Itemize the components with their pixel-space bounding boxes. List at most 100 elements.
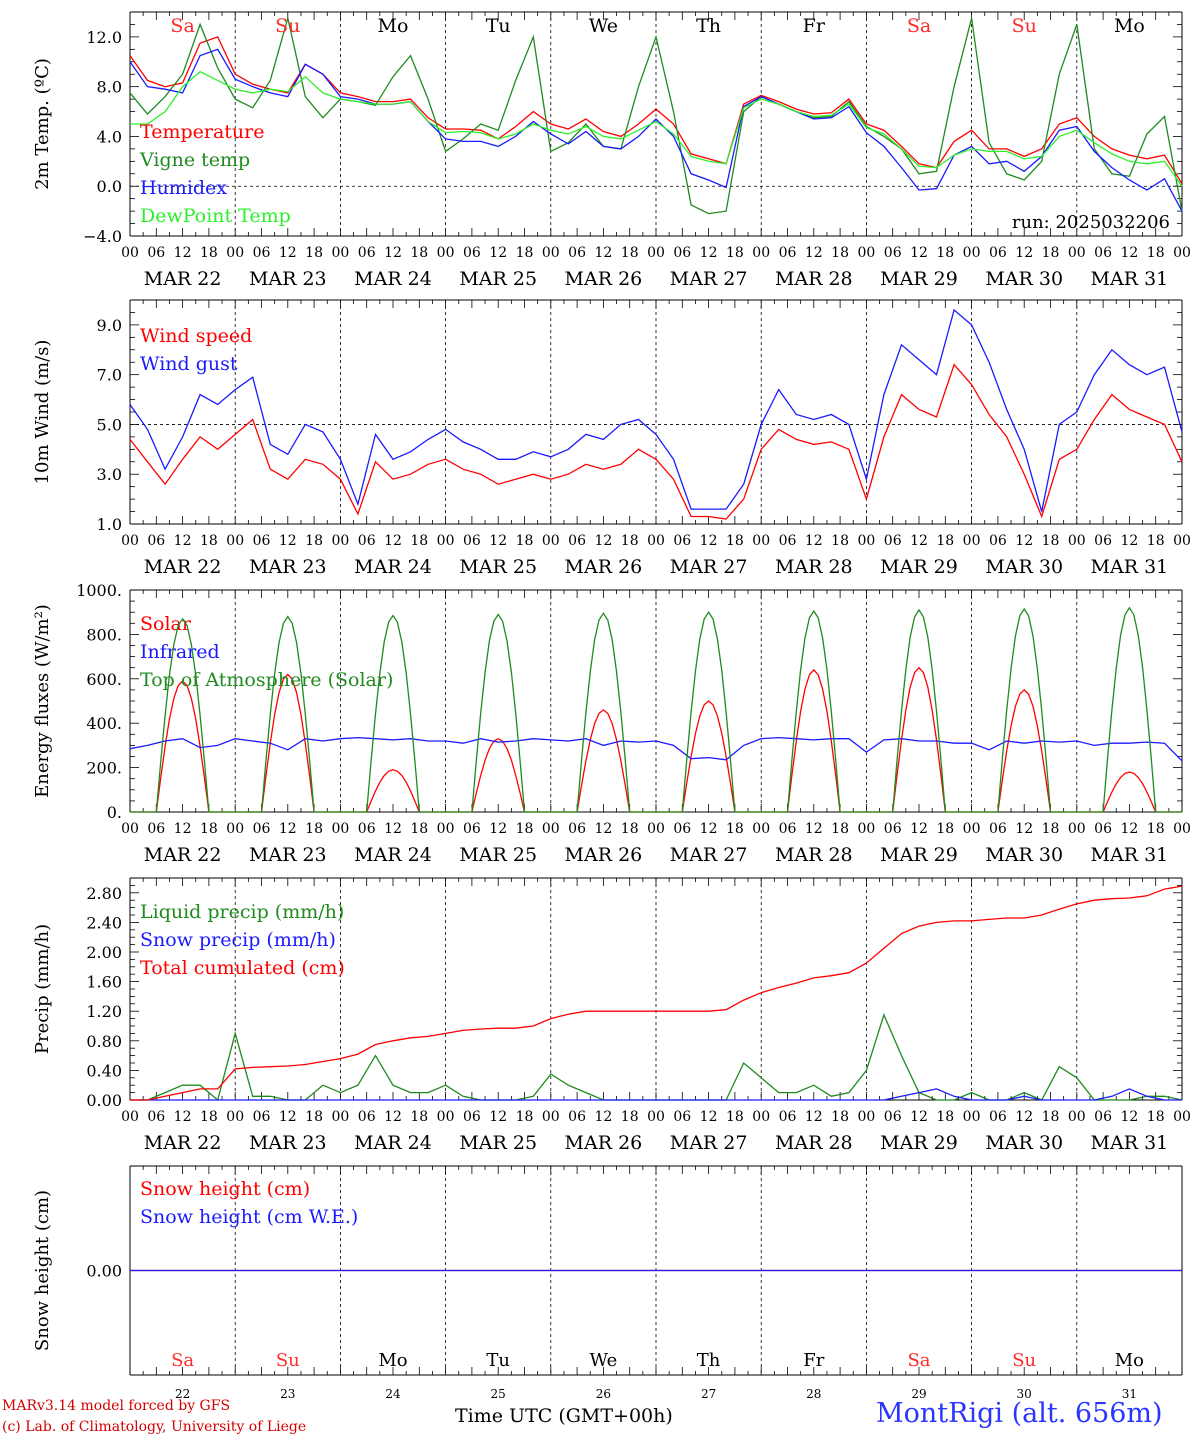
series-line-vigne-temp: [129, 18, 1183, 215]
hour-tick-label: 12: [1015, 1109, 1033, 1125]
date-label: MAR 23: [249, 556, 327, 578]
y-tick-label: 0.80: [86, 1032, 122, 1051]
hour-tick-label: 18: [1147, 1109, 1165, 1125]
date-label: MAR 22: [144, 556, 222, 578]
hour-tick-label: 06: [673, 821, 691, 837]
hour-tick-label: 06: [884, 245, 902, 261]
hour-tick-label: 00: [542, 533, 560, 549]
hour-tick-label: 00: [226, 1109, 244, 1125]
hour-tick-label: 18: [200, 1109, 218, 1125]
date-label: MAR 27: [670, 268, 748, 290]
date-label: MAR 30: [985, 268, 1063, 290]
date-label: MAR 31: [1091, 268, 1169, 290]
weekday-label-bottom: Mo: [378, 1350, 407, 1371]
hour-tick-label: 12: [1120, 821, 1138, 837]
date-label: MAR 30: [985, 1132, 1063, 1154]
y-axis-title: 2m Temp. (ºC): [32, 58, 53, 190]
hour-tick-label: 06: [884, 821, 902, 837]
hour-tick-label: 00: [963, 245, 981, 261]
hour-tick-label: 12: [384, 245, 402, 261]
y-tick-label: 400.: [86, 714, 122, 733]
hour-tick-label: 18: [516, 533, 534, 549]
date-label: MAR 26: [565, 1132, 643, 1154]
hour-tick-label: 00: [857, 245, 875, 261]
y-tick-label: 0.0: [97, 177, 122, 196]
hour-tick-label: 12: [1120, 1109, 1138, 1125]
weekday-label-bottom: Sa: [907, 1350, 930, 1371]
series-line-snow-precip-mm-h: [130, 1088, 1182, 1101]
hour-tick-label: 18: [1042, 533, 1060, 549]
date-label: MAR 29: [880, 1132, 958, 1154]
hour-tick-label: 18: [621, 1109, 639, 1125]
date-label: MAR 24: [354, 1132, 432, 1154]
hour-tick-label: 00: [226, 245, 244, 261]
hour-tick-label: 00: [857, 1109, 875, 1125]
hour-tick-label: 06: [1094, 245, 1112, 261]
y-tick-label: 9.0: [97, 316, 122, 335]
legend-item: Temperature: [140, 121, 264, 143]
series-line-liquid-precip-mm-h: [130, 1013, 1183, 1102]
hour-tick-label: 18: [726, 821, 744, 837]
day-number-label: 30: [1017, 1387, 1032, 1401]
series-line-infrared: [129, 736, 1183, 762]
date-label: MAR 30: [985, 844, 1063, 866]
hour-tick-label: 06: [884, 1109, 902, 1125]
legend-item: Total cumulated (cm): [140, 957, 345, 979]
weekday-label-bottom: Su: [1012, 1350, 1036, 1371]
hour-tick-label: 06: [463, 245, 481, 261]
hour-tick-label: 06: [673, 245, 691, 261]
hour-tick-label: 00: [437, 245, 455, 261]
hour-tick-label: 12: [384, 1109, 402, 1125]
date-label: MAR 22: [144, 844, 222, 866]
legend-item: Wind speed: [140, 325, 252, 347]
hour-tick-label: 00: [1068, 1109, 1086, 1125]
date-label: MAR 29: [880, 268, 958, 290]
hour-tick-label: 06: [1094, 1109, 1112, 1125]
hour-tick-label: 18: [726, 1109, 744, 1125]
y-tick-label: 3.0: [97, 465, 122, 484]
hour-tick-label: 00: [752, 821, 770, 837]
date-label: MAR 23: [249, 844, 327, 866]
hour-tick-label: 12: [384, 821, 402, 837]
hour-tick-label: 06: [673, 533, 691, 549]
date-label: MAR 29: [880, 556, 958, 578]
hour-tick-label: 18: [936, 245, 954, 261]
legend-item: Snow height (cm W.E.): [140, 1206, 358, 1228]
hour-tick-label: 00: [857, 533, 875, 549]
weekday-label-bottom: Sa: [171, 1350, 194, 1371]
y-tick-label: 1.0: [97, 515, 122, 534]
y-tick-label: 0.40: [86, 1061, 122, 1080]
date-label: MAR 26: [565, 556, 643, 578]
hour-tick-label: 12: [489, 821, 507, 837]
y-tick-label: 2.80: [86, 884, 122, 903]
hour-tick-label: 06: [358, 821, 376, 837]
y-tick-label: 12.0: [86, 28, 122, 47]
hour-tick-label: 06: [463, 533, 481, 549]
hour-tick-label: 18: [1147, 245, 1165, 261]
y-axis-title: 10m Wind (m/s): [32, 340, 53, 485]
day-number-label: 27: [701, 1387, 716, 1401]
hour-tick-label: 18: [200, 245, 218, 261]
hour-tick-label: 18: [831, 245, 849, 261]
date-label: MAR 22: [144, 1132, 222, 1154]
hour-tick-label: 00: [437, 821, 455, 837]
hour-tick-label: 12: [279, 821, 297, 837]
day-number-label: 28: [806, 1387, 821, 1401]
hour-tick-label: 06: [463, 821, 481, 837]
hour-tick-label: 18: [621, 245, 639, 261]
y-tick-label: 1000.: [76, 581, 122, 600]
date-label: MAR 31: [1091, 1132, 1169, 1154]
date-label: MAR 23: [249, 268, 327, 290]
date-label: MAR 28: [775, 268, 853, 290]
day-number-label: 25: [491, 1387, 506, 1401]
weekday-label-bottom: Th: [697, 1350, 721, 1371]
y-tick-label: 7.0: [97, 366, 122, 385]
date-label: MAR 22: [144, 268, 222, 290]
hour-tick-label: 18: [1147, 821, 1165, 837]
weekday-label-bottom: Tu: [486, 1350, 510, 1371]
hour-tick-label: 18: [516, 1109, 534, 1125]
hour-tick-label: 06: [358, 533, 376, 549]
y-tick-label: 0.00: [86, 1262, 122, 1281]
hour-tick-label: 00: [1068, 821, 1086, 837]
